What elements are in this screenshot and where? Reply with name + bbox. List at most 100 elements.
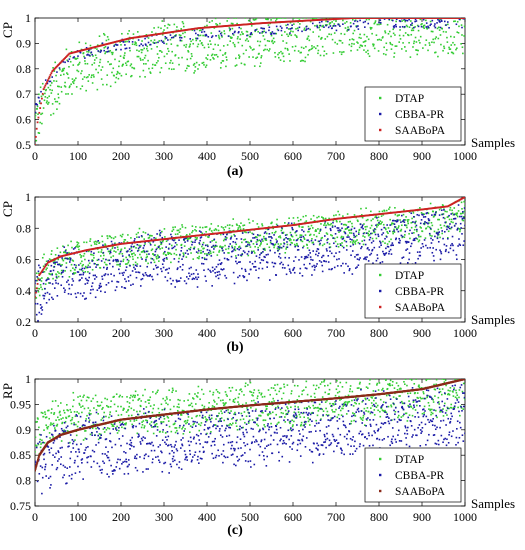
data-point — [260, 242, 262, 244]
data-point — [436, 27, 439, 30]
data-point — [184, 226, 187, 229]
data-point — [275, 223, 278, 226]
data-point — [356, 41, 358, 43]
data-point — [376, 223, 379, 226]
data-point — [62, 269, 65, 272]
data-point — [124, 423, 127, 426]
data-point — [59, 251, 62, 254]
data-point — [247, 241, 249, 243]
data-point — [344, 22, 346, 24]
data-point — [198, 423, 200, 426]
data-point — [181, 268, 184, 271]
data-point — [145, 274, 148, 276]
data-point — [227, 18, 230, 19]
data-point — [112, 237, 115, 240]
data-point — [122, 258, 125, 261]
data-point — [222, 402, 225, 404]
data-point — [108, 235, 111, 237]
data-point — [287, 49, 289, 51]
data-point — [112, 425, 115, 428]
data-point — [45, 264, 48, 267]
data-point — [87, 76, 89, 78]
data-point — [75, 266, 77, 269]
data-point — [365, 232, 368, 234]
data-point — [112, 259, 115, 261]
data-point — [453, 218, 455, 220]
data-point — [276, 240, 278, 242]
data-point — [281, 227, 283, 229]
data-point — [224, 244, 226, 247]
data-point — [286, 47, 289, 50]
data-point — [201, 256, 204, 259]
data-point — [348, 232, 351, 234]
data-point — [86, 54, 88, 56]
data-point — [121, 272, 124, 274]
data-point — [384, 227, 387, 230]
data-point — [105, 258, 107, 261]
data-point — [203, 405, 206, 408]
data-point — [412, 46, 414, 48]
y-tick-label: 0.9 — [16, 36, 31, 50]
data-point — [43, 429, 45, 431]
data-point — [456, 215, 459, 218]
data-point — [315, 235, 318, 238]
x-tick-label: 600 — [284, 149, 302, 163]
data-point — [90, 412, 92, 415]
data-point — [220, 268, 222, 271]
data-point — [414, 222, 416, 225]
data-point — [290, 241, 293, 244]
data-point — [128, 30, 130, 32]
data-point — [388, 240, 391, 243]
data-point — [285, 248, 287, 250]
data-point — [134, 268, 136, 270]
data-point — [354, 241, 356, 243]
data-point — [381, 233, 383, 236]
data-point — [339, 244, 342, 246]
data-point — [352, 239, 355, 242]
data-point — [238, 225, 241, 227]
data-point — [232, 32, 234, 35]
data-point — [314, 266, 316, 269]
data-point — [151, 67, 154, 70]
data-point — [86, 282, 89, 284]
data-point — [453, 225, 456, 227]
data-point — [205, 57, 207, 59]
data-point — [51, 272, 53, 275]
data-point — [304, 56, 307, 59]
data-point — [259, 243, 262, 245]
data-point — [293, 260, 295, 262]
data-point — [229, 422, 232, 425]
data-point — [349, 241, 352, 243]
data-point — [205, 280, 207, 282]
data-point — [383, 18, 386, 20]
data-point — [266, 40, 269, 42]
data-point — [80, 399, 83, 402]
data-point — [60, 284, 63, 287]
data-point — [425, 22, 428, 24]
data-point — [171, 247, 173, 250]
data-point — [238, 246, 240, 248]
data-point — [223, 229, 225, 231]
data-point — [288, 257, 290, 259]
data-point — [218, 259, 221, 261]
data-point — [145, 44, 147, 46]
data-point — [89, 292, 92, 295]
data-point — [259, 262, 262, 264]
data-point — [235, 243, 238, 246]
data-point — [422, 214, 424, 216]
y-tick-label: 0.2 — [16, 315, 31, 329]
data-point — [103, 34, 106, 36]
data-point — [83, 407, 86, 410]
data-point — [210, 223, 213, 225]
data-point — [439, 249, 441, 252]
data-point — [117, 414, 120, 417]
data-point — [95, 276, 98, 278]
data-point — [229, 238, 232, 240]
data-point — [89, 433, 92, 436]
data-point — [245, 245, 248, 247]
data-point — [47, 260, 50, 262]
data-point — [407, 33, 409, 36]
data-point — [187, 399, 189, 402]
data-point — [232, 42, 235, 44]
data-point — [207, 406, 210, 409]
